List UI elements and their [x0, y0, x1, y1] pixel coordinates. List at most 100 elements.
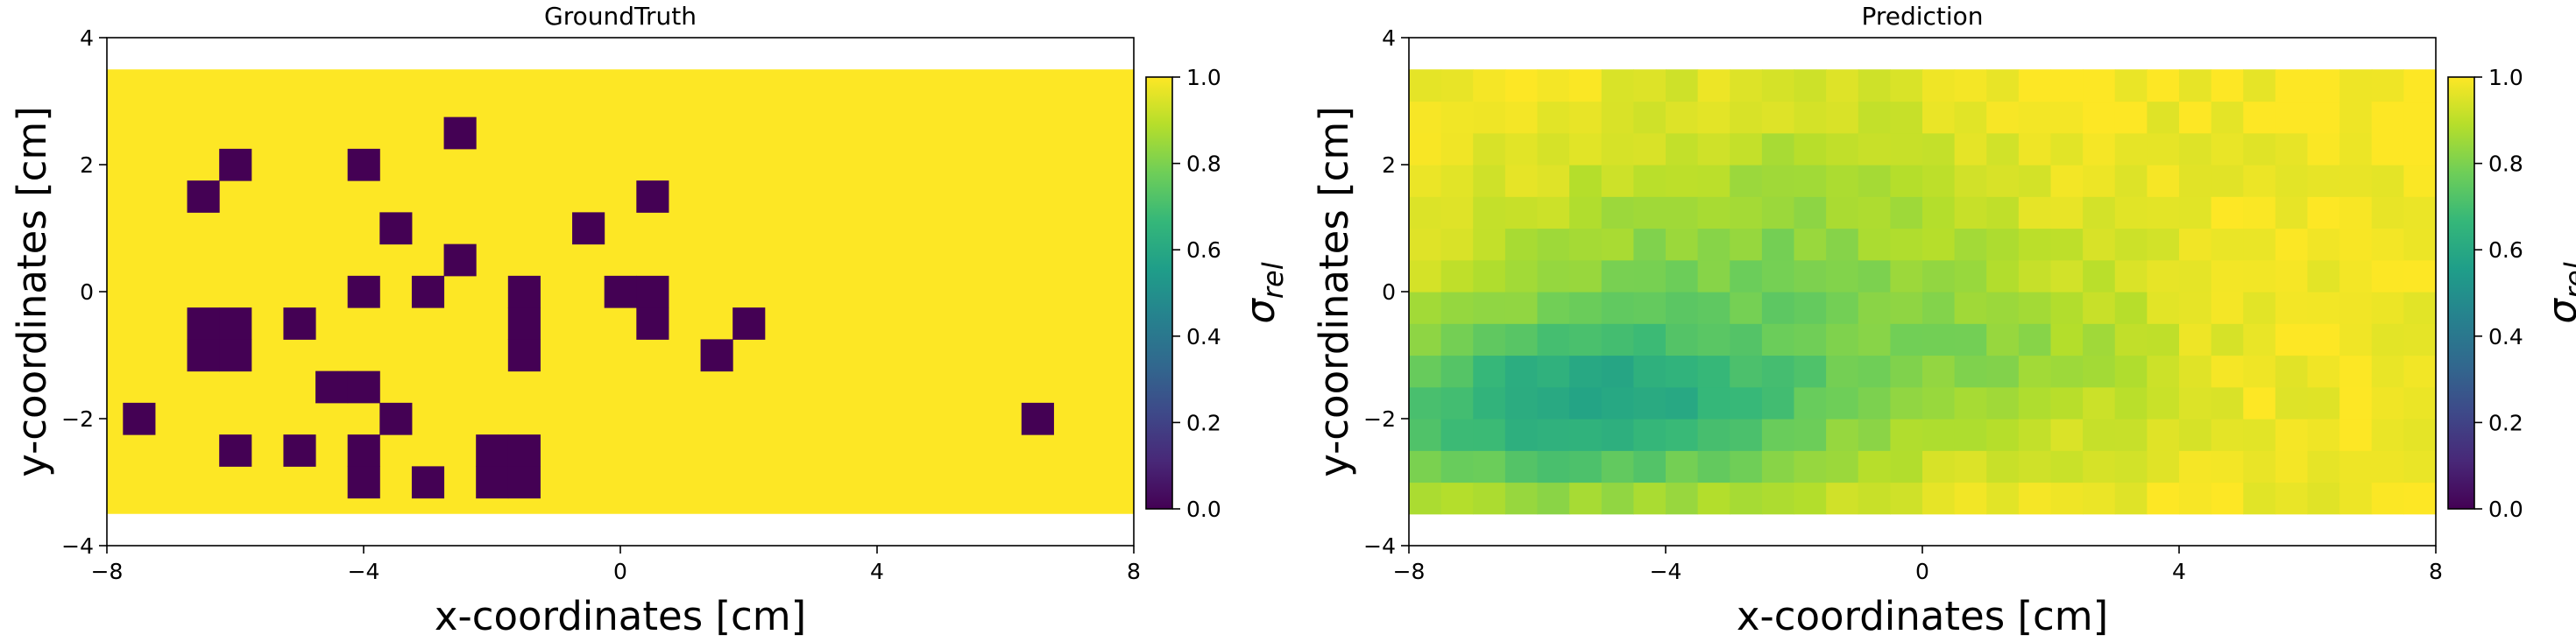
heatmap-cell — [1537, 132, 1570, 166]
heatmap-cell — [1504, 196, 1539, 229]
heatmap-cell — [2179, 323, 2212, 356]
heatmap-cell — [2243, 101, 2276, 134]
heatmap-cell — [1601, 419, 1634, 451]
heatmap-cell — [1537, 196, 1570, 229]
heatmap-cell — [1890, 292, 1923, 324]
heatmap-cell — [1986, 101, 2020, 134]
heatmap-cell — [2179, 450, 2212, 483]
heatmap-cell — [1858, 259, 1891, 293]
heatmap-cell — [2050, 101, 2084, 134]
heatmap-cell — [1986, 196, 2020, 229]
heatmap-cell — [1697, 386, 1730, 420]
heatmap-cell — [1537, 355, 1570, 388]
heatmap-cell — [1890, 450, 1923, 483]
heatmap-cell — [1954, 323, 1987, 356]
heatmap-cell — [1409, 101, 1442, 134]
heatmap-cell — [1761, 450, 1795, 483]
x-tick-label: 8 — [2429, 559, 2443, 584]
heatmap-cell — [2339, 196, 2373, 229]
heatmap-cell — [2050, 259, 2084, 293]
heatmap-cell — [2275, 259, 2309, 293]
heatmap-cell — [1473, 482, 1506, 515]
heatmap-cell — [1537, 259, 1570, 293]
heatmap-cell — [1633, 259, 1667, 293]
heatmap-cell — [219, 148, 252, 181]
heatmap-cell — [1794, 165, 1827, 197]
heatmap-cell — [2403, 419, 2437, 451]
heatmap-cell — [1761, 228, 1795, 261]
heatmap-cell — [1761, 259, 1795, 293]
heatmap-cell — [636, 307, 669, 340]
heatmap-cell — [2018, 132, 2052, 166]
colorbar-tick-label: 0.0 — [1186, 497, 1221, 522]
heatmap-cell — [1409, 228, 1442, 261]
heatmap-cell — [1633, 165, 1667, 197]
heatmap-cell — [2179, 69, 2212, 102]
colorbar-tick-label: 1.0 — [2488, 65, 2523, 90]
heatmap-cell — [1730, 228, 1763, 261]
x-tick-label: 4 — [870, 559, 884, 584]
heatmap-cell — [604, 275, 637, 308]
heatmap-cell — [123, 402, 156, 435]
heatmap-cell — [2243, 132, 2276, 166]
colorbar-label: σrel — [2539, 262, 2576, 323]
heatmap-cell — [1954, 450, 1987, 483]
heatmap-cell — [2179, 101, 2212, 134]
heatmap-cell — [2307, 386, 2340, 420]
heatmap-cell — [1890, 482, 1923, 515]
heatmap-cell — [2179, 132, 2212, 166]
heatmap-cell — [2403, 132, 2437, 166]
heatmap-cell — [2339, 292, 2373, 324]
heatmap-cell — [2211, 292, 2244, 324]
heatmap-cell — [2339, 323, 2373, 356]
heatmap-cell — [187, 339, 220, 372]
heatmap-cell — [2083, 196, 2116, 229]
heatmap-cell — [2211, 228, 2244, 261]
heatmap-cell — [1794, 196, 1827, 229]
heatmap-cell — [1826, 165, 1859, 197]
heatmap-cell — [1666, 482, 1699, 515]
heatmap-cell — [1537, 386, 1570, 420]
heatmap-cell — [1826, 259, 1859, 293]
heatmap-cell — [2018, 386, 2052, 420]
heatmap-cell — [1858, 419, 1891, 451]
heatmap-cell — [1409, 132, 1442, 166]
heatmap-cell — [1569, 482, 1603, 515]
heatmap-cell — [2083, 292, 2116, 324]
heatmap-cell — [507, 434, 541, 467]
heatmap-cell — [2050, 292, 2084, 324]
chart-title: GroundTruth — [544, 2, 697, 31]
heatmap-cell — [1440, 355, 1474, 388]
heatmap-cell — [1890, 355, 1923, 388]
heatmap-cell — [2275, 355, 2309, 388]
heatmap-cell — [1794, 132, 1827, 166]
heatmap-cell — [1601, 259, 1634, 293]
heatmap-cell — [1697, 196, 1730, 229]
heatmap-cell — [2243, 196, 2276, 229]
heatmap-cell — [2371, 355, 2404, 388]
heatmap-cell — [1697, 292, 1730, 324]
heatmap-cell — [1409, 386, 1442, 420]
heatmap-cell — [2179, 386, 2212, 420]
heatmap-cell — [1858, 165, 1891, 197]
heatmap-cell — [2403, 482, 2437, 515]
heatmap-cell — [379, 402, 413, 435]
heatmap-cell — [2243, 323, 2276, 356]
heatmap-cell — [2371, 228, 2404, 261]
heatmap-cell — [1730, 165, 1763, 197]
heatmap-cell — [2179, 419, 2212, 451]
heatmap-cell — [1537, 165, 1570, 197]
heatmap-cell — [2114, 228, 2148, 261]
heatmap-cell — [2339, 228, 2373, 261]
heatmap-cell — [1537, 450, 1570, 483]
heatmap-cell — [2211, 323, 2244, 356]
heatmap-cell — [1697, 69, 1730, 102]
colorbar-tick-label: 0.6 — [2488, 237, 2523, 263]
heatmap-cell — [2403, 165, 2437, 197]
heatmap-cell — [1986, 228, 2020, 261]
heatmap-cell — [1569, 101, 1603, 134]
heatmap-cell — [1409, 196, 1442, 229]
heatmap-cell — [1826, 450, 1859, 483]
heatmap-cell — [1954, 259, 1987, 293]
heatmap-cell — [1504, 228, 1539, 261]
